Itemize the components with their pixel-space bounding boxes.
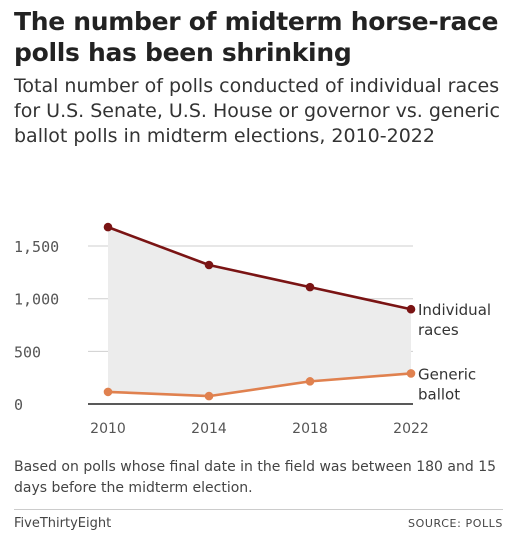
data-points [103, 222, 416, 401]
data-point-individual-races-2010 [103, 222, 113, 232]
chart-note: Based on polls whose final date in the f… [14, 459, 497, 496]
y-tick-label-1500: 1,500 [14, 238, 59, 256]
series-line-individual-races [107, 225, 412, 311]
x-axis-ticks: 2010 2014 2018 2022 [90, 421, 429, 437]
data-point-individual-races-2022 [406, 304, 416, 314]
x-tick-label-2022: 2022 [393, 421, 429, 437]
y-tick-label-500: 500 [14, 343, 41, 361]
data-point-generic-ballot-2022 [406, 369, 416, 378]
brand-label: FiveThirtyEight [14, 516, 112, 531]
data-point-generic-ballot-2018 [305, 377, 315, 386]
series-labels: Individual races Generic ballot [418, 301, 491, 403]
data-point-individual-races-2014 [204, 260, 214, 270]
source-label: SOURCE: POLLS [408, 517, 503, 530]
x-tick-label-2014: 2014 [191, 421, 227, 437]
y-tick-label-1000: 1,000 [14, 291, 59, 309]
series-label-individual-races: Individual races [418, 301, 491, 339]
x-tick-label-2010: 2010 [90, 421, 126, 437]
series-label-line: Generic [418, 365, 476, 383]
series-label-line: races [418, 321, 459, 339]
data-point-individual-races-2018 [305, 282, 315, 292]
series-label-generic-ballot: Generic ballot [418, 365, 476, 403]
series-line-generic-ballot [107, 372, 412, 398]
data-point-generic-ballot-2010 [103, 387, 113, 397]
series-label-line: ballot [418, 385, 460, 403]
series-label-line: Individual [418, 301, 491, 319]
chart-title: The number of midterm horse-race polls h… [14, 7, 499, 67]
x-tick-label-2018: 2018 [292, 421, 328, 437]
y-tick-label-0: 0 [14, 396, 23, 414]
series-lines [107, 225, 412, 398]
y-axis-ticks: 0 500 1,000 1,500 [14, 238, 59, 414]
data-point-generic-ballot-2014 [204, 391, 214, 401]
line-chart: 0 500 1,000 1,500 2010 2014 2018 2022 Individu… [14, 222, 491, 437]
footer-divider [14, 509, 503, 510]
chart-subtitle: Total number of polls conducted of indiv… [14, 75, 500, 147]
area-between-series [108, 227, 411, 397]
